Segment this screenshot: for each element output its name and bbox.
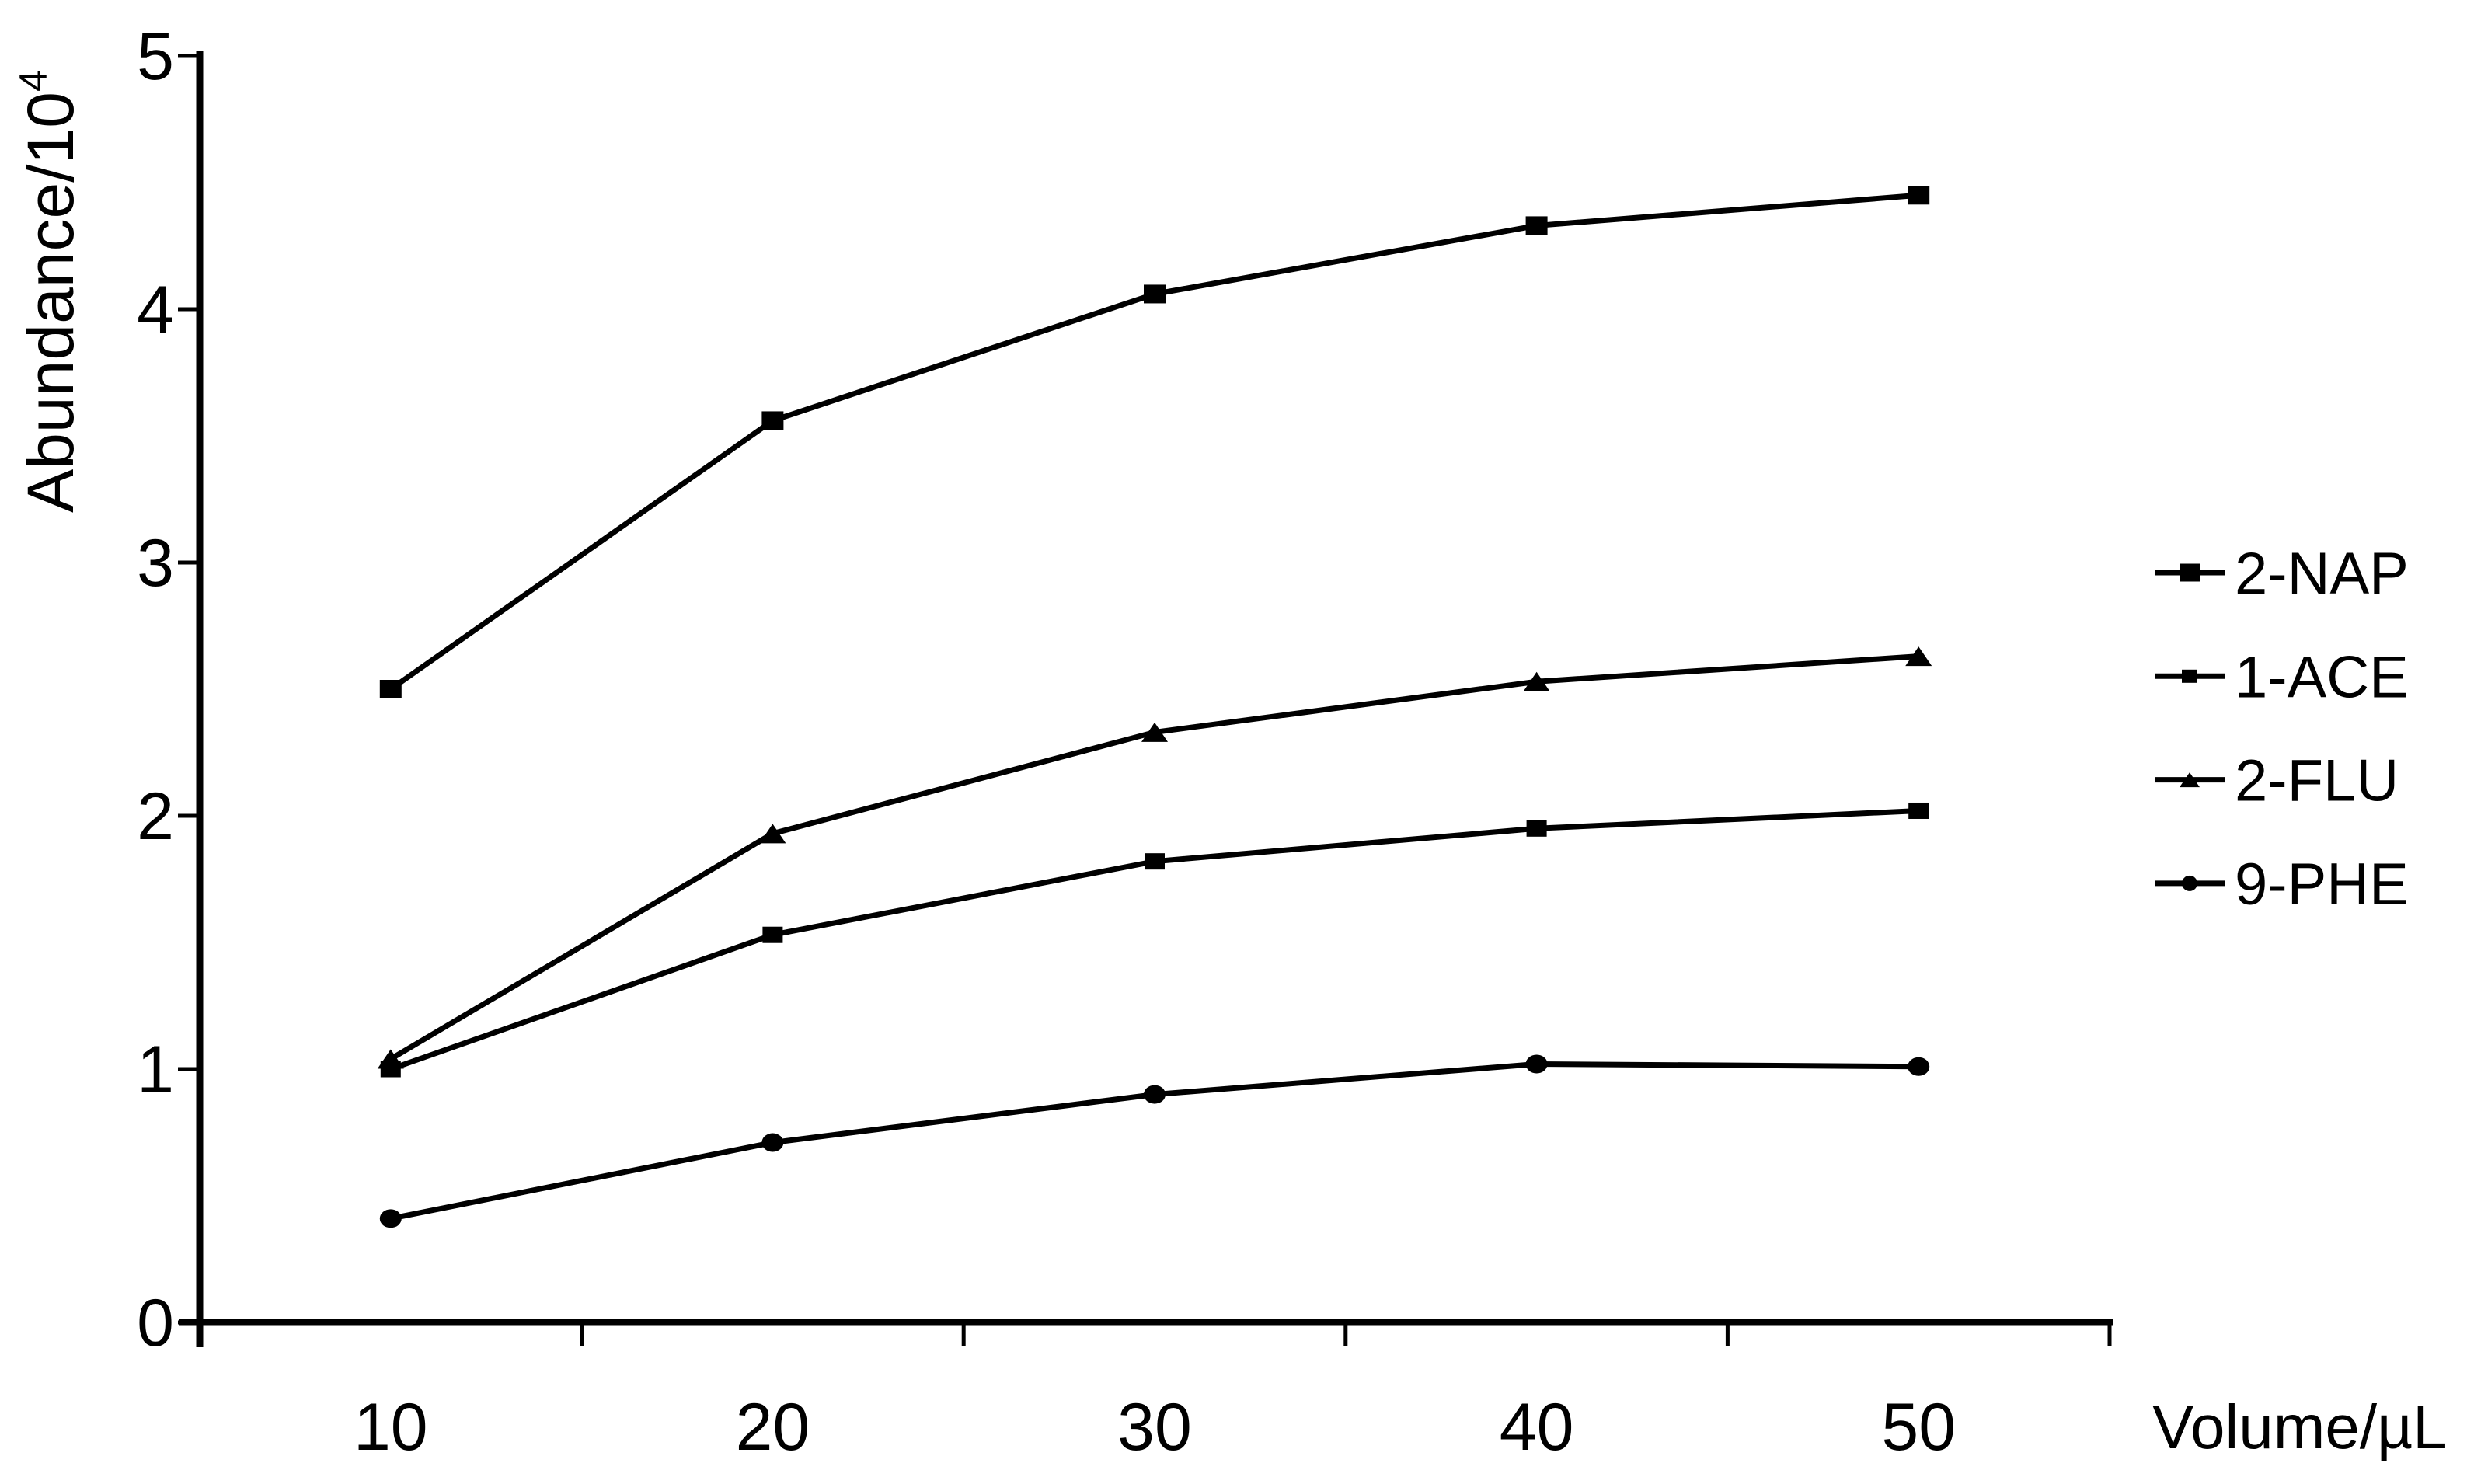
marker-1-ACE-20 xyxy=(762,926,783,943)
legend-label-1-ACE: 1-ACE xyxy=(2235,644,2409,710)
series-9-PHE xyxy=(379,1054,1930,1228)
marker-2-NAP-10 xyxy=(379,680,402,698)
y-axis-title: Abundance/104 xyxy=(12,70,87,513)
legend-marker-9-PHE xyxy=(2182,875,2197,891)
x-tick-label: 20 xyxy=(736,1390,810,1465)
y-axis-ticks: 0 1 2 3 4 5 xyxy=(137,19,200,1360)
marker-1-ACE-40 xyxy=(1526,820,1547,837)
x-tick-label: 40 xyxy=(1500,1390,1574,1465)
series-2-FLU xyxy=(377,646,1932,1069)
legend-entry-2-NAP: 2-NAP xyxy=(2155,541,2409,607)
y-tick-label: 2 xyxy=(137,779,174,854)
x-tick-label: 30 xyxy=(1117,1390,1192,1465)
marker-1-ACE-30 xyxy=(1145,853,1165,870)
legend-entry-2-FLU: 2-FLU xyxy=(2155,748,2399,814)
marker-2-NAP-20 xyxy=(761,411,784,430)
x-axis-title: Volume/µL xyxy=(2152,1392,2448,1461)
legend-entry-1-ACE: 1-ACE xyxy=(2155,644,2409,710)
marker-9-PHE-30 xyxy=(1144,1085,1166,1104)
marker-1-ACE-50 xyxy=(1908,802,1929,819)
legend-marker-2-NAP xyxy=(2180,563,2200,582)
legend-entry-9-PHE: 9-PHE xyxy=(2155,852,2409,918)
axes xyxy=(179,51,2113,1347)
marker-2-FLU-10 xyxy=(377,1049,404,1069)
marker-2-FLU-30 xyxy=(1141,722,1168,742)
y-tick-label: 3 xyxy=(137,526,174,601)
legend-label-2-NAP: 2-NAP xyxy=(2235,541,2409,607)
legend-label-9-PHE: 9-PHE xyxy=(2235,852,2409,918)
marker-2-NAP-30 xyxy=(1144,284,1166,304)
legend: 2-NAP 1-ACE 2-FLU 9-PHE xyxy=(2155,541,2409,918)
x-tick-label: 10 xyxy=(354,1390,428,1465)
marker-9-PHE-50 xyxy=(1908,1057,1930,1076)
marker-2-NAP-50 xyxy=(1908,186,1930,205)
y-tick-label: 4 xyxy=(137,273,174,347)
marker-2-FLU-20 xyxy=(759,824,786,844)
legend-marker-2-FLU xyxy=(2180,772,2200,788)
y-tick-label: 1 xyxy=(137,1033,174,1107)
marker-2-FLU-50 xyxy=(1905,646,1932,667)
x-axis-ticks: 10 20 30 40 50 xyxy=(197,1322,2112,1465)
legend-label-2-FLU: 2-FLU xyxy=(2235,748,2399,814)
y-tick-label: 0 xyxy=(137,1286,174,1360)
marker-2-NAP-40 xyxy=(1525,216,1548,235)
marker-9-PHE-20 xyxy=(761,1133,784,1152)
y-tick-label: 5 xyxy=(137,19,174,94)
x-tick-label: 50 xyxy=(1881,1390,1956,1465)
legend-marker-1-ACE xyxy=(2182,669,2197,683)
marker-9-PHE-10 xyxy=(379,1209,402,1228)
marker-9-PHE-40 xyxy=(1525,1054,1548,1074)
marker-2-FLU-40 xyxy=(1523,671,1550,691)
series-2-NAP xyxy=(379,186,1930,698)
